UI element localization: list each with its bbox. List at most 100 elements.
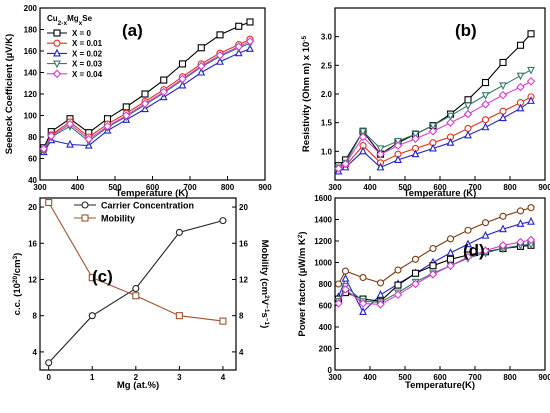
- y-axis-label-right: Mobility (cm2V−1s−1): [259, 240, 271, 329]
- data-point: [216, 57, 224, 65]
- panel-label: (a): [122, 21, 143, 40]
- x-tick-label: 300: [33, 183, 47, 192]
- legend-marker: [81, 201, 89, 209]
- data-point: [481, 219, 490, 227]
- series-5: [334, 77, 536, 173]
- data-point: [334, 164, 343, 173]
- data-point: [359, 146, 367, 155]
- y-right-tick-label: 8: [239, 312, 244, 321]
- y-tick-label: 12: [28, 275, 37, 284]
- data-point: [219, 217, 227, 225]
- data-point: [393, 141, 403, 150]
- x-tick-label: 0: [46, 373, 51, 382]
- data-point: [411, 279, 420, 289]
- x-tick-label: 4: [221, 373, 226, 382]
- data-point: [463, 252, 473, 262]
- data-point: [65, 119, 75, 129]
- data-point: [359, 273, 367, 282]
- data-point: [121, 111, 131, 120]
- y-tick-label: 40: [28, 176, 37, 185]
- y-tick-label: 1400: [314, 216, 332, 225]
- data-point: [481, 116, 490, 124]
- x-tick-label: 400: [363, 373, 377, 382]
- y-tick-label: 140: [24, 69, 38, 78]
- data-point: [197, 44, 205, 52]
- legend: Carrier Concentration Mobility: [74, 201, 194, 224]
- data-point: [516, 237, 525, 247]
- x-tick-label: 400: [71, 183, 85, 192]
- x-tick-label: 600: [433, 373, 447, 382]
- panel-label: (c): [92, 267, 113, 286]
- legend: Cu2-xMgxSe X = 0X = 0.01X = 0.02 X = 0.03X…: [47, 14, 103, 79]
- legend-item: X = 0.03: [47, 60, 103, 69]
- legend-label: X = 0.03: [72, 60, 103, 69]
- y-tick-label: 60: [28, 155, 37, 164]
- y-axis-label: Power factor (µW/m K2): [297, 231, 309, 336]
- data-point: [359, 307, 367, 316]
- data-point: [358, 299, 368, 308]
- data-point: [196, 61, 206, 71]
- legend-item: X = 0: [47, 29, 91, 38]
- y-tick-label: 1000: [314, 259, 332, 268]
- data-point: [334, 280, 343, 288]
- data-point: [527, 66, 535, 75]
- data-point: [446, 118, 455, 127]
- data-point: [527, 30, 535, 38]
- y-tick-label: 16: [28, 239, 37, 248]
- data-point: [88, 274, 96, 282]
- data-point: [481, 92, 490, 100]
- data-point: [464, 96, 472, 104]
- y-tick-label: 8: [33, 312, 38, 321]
- data-point: [88, 312, 96, 320]
- data-point: [66, 139, 74, 148]
- data-point: [499, 212, 507, 220]
- data-point: [429, 122, 437, 131]
- data-point: [376, 290, 385, 298]
- data-point: [178, 74, 187, 84]
- chart-panel-b: 300 400 500 600 700 800 900 1.0 1.5 2.0 2.5 3.0 (b): [321, 7, 550, 192]
- series-2: [45, 198, 227, 325]
- x-tick-label: 500: [398, 183, 412, 192]
- legend-marker: [53, 48, 61, 57]
- x-axis-label: Temperature (K): [404, 188, 477, 199]
- data-point: [175, 228, 183, 236]
- data-point: [411, 269, 420, 277]
- data-point: [341, 159, 350, 169]
- series-line: [338, 33, 532, 167]
- data-point: [516, 219, 525, 227]
- data-point: [499, 107, 507, 115]
- data-point: [446, 112, 455, 121]
- data-point: [481, 100, 490, 109]
- legend-item: X = 0.01: [47, 39, 103, 48]
- legend-marker: [81, 214, 89, 222]
- x-tick-label: 600: [146, 183, 160, 192]
- data-point: [516, 41, 525, 49]
- y-tick-label: 20: [28, 203, 37, 212]
- data-point: [429, 262, 437, 270]
- data-point: [235, 22, 243, 30]
- x-tick-label: 900: [258, 183, 272, 192]
- x-tick-label: 500: [398, 373, 412, 382]
- data-point: [122, 103, 130, 111]
- data-point: [341, 267, 350, 275]
- x-tick-label: 500: [108, 183, 122, 192]
- data-point: [394, 155, 402, 163]
- legend-title: Cu2-xMgxSe: [47, 14, 93, 27]
- data-point: [376, 279, 385, 287]
- legend-label: X = 0.02: [72, 49, 103, 58]
- data-point: [446, 248, 455, 256]
- y-tick-label: 200: [319, 345, 333, 354]
- data-point: [334, 299, 343, 308]
- y-tick-label: 2.5: [321, 61, 333, 70]
- series-1: [45, 217, 227, 367]
- plot-frame: [334, 197, 546, 371]
- data-point: [376, 300, 385, 309]
- y-tick-label: 1200: [314, 237, 332, 246]
- x-tick-label: 800: [503, 373, 517, 382]
- x-tick-label: 700: [183, 183, 197, 192]
- legend-label: Carrier Concentration: [101, 201, 194, 211]
- data-point: [246, 18, 254, 26]
- data-point: [132, 292, 140, 300]
- data-point: [526, 235, 536, 245]
